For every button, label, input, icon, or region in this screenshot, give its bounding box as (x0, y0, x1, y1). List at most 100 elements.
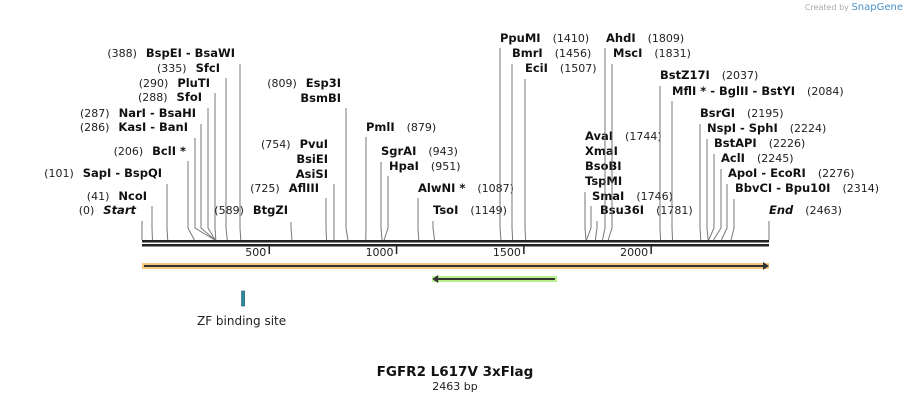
snapgene-credit: Created by SnapGene (804, 2, 903, 13)
enzyme-label[interactable]: (41) NcoI (87, 189, 147, 203)
enzyme-label[interactable]: (0) Start (79, 203, 137, 217)
cut-site-line (499, 48, 502, 241)
enzyme-label[interactable]: BsmBI (300, 91, 341, 105)
cut-site-line (225, 78, 228, 241)
enzyme-label[interactable]: PmlI (879) (366, 120, 436, 134)
enzyme-site-sfoi: (288) SfoI (138, 90, 216, 241)
enzyme-site-alwni: AlwNI * (1087) (417, 181, 514, 241)
enzyme-label[interactable]: (725) AflIII (250, 181, 319, 195)
enzyme-label[interactable]: BstAPI (2226) (714, 136, 805, 150)
enzyme-label[interactable]: BstZ17I (2037) (660, 68, 758, 82)
cut-site-line (166, 184, 169, 241)
enzyme-label[interactable]: NspI - SphI (2224) (707, 121, 826, 135)
arrow-head-icon (763, 262, 769, 270)
enzyme-label[interactable]: AhdI (1809) (606, 31, 684, 45)
enzyme-label[interactable]: AsiSI (296, 167, 328, 181)
cut-site-line (730, 199, 735, 241)
enzyme-label[interactable]: SmaI (1746) (592, 189, 673, 203)
cut-site-line (383, 176, 389, 241)
enzyme-label[interactable]: (290) PluTI (139, 76, 210, 90)
enzyme-label[interactable]: (335) SfcI (157, 61, 220, 75)
zf-binding-site-marker (241, 290, 245, 307)
enzyme-site-bsu36i: Bsu36I (1781) (594, 203, 693, 241)
arrow-head-icon (432, 275, 439, 283)
enzyme-site-apoi: ApoI - EcoRI (2276) (720, 166, 854, 241)
enzyme-label[interactable]: End (2463) (769, 203, 842, 217)
enzyme-label[interactable]: BsiEI (296, 152, 328, 166)
enzyme-site-tsoi: TsoI (1149) (432, 203, 507, 241)
enzyme-site-bmri: BmrI (1456) (511, 46, 591, 241)
enzyme-label[interactable]: BsoBI (585, 159, 622, 173)
cut-site-line (207, 108, 216, 241)
enzyme-site-pluti: (290) PluTI (139, 76, 217, 241)
zf-binding-site-label: ZF binding site (197, 314, 286, 328)
enzyme-site-bcli: (206) BclI * (114, 144, 195, 241)
enzyme-site-bsrgi: BsrGI (2195) (699, 106, 784, 241)
cut-site-line (194, 138, 216, 241)
enzyme-site-btgzi: (589) BtgZI (214, 203, 293, 241)
cut-site-line (584, 192, 587, 241)
enzyme-label[interactable]: PpuMI (1410) (500, 31, 589, 45)
cut-site-line (417, 198, 420, 241)
enzyme-site-end: End (2463) (768, 203, 842, 240)
enzyme-site-ahdi: AhdI (1809) (602, 31, 684, 241)
enzyme-site-sapi: (101) SapI - BspQI (44, 166, 169, 241)
scale-tick-label: 1500 (493, 246, 521, 259)
enzyme-label[interactable]: (101) SapI - BspQI (44, 166, 162, 180)
enzyme-label[interactable]: EciI (1507) (525, 61, 596, 75)
enzyme-label[interactable]: (288) SfoI (138, 90, 202, 104)
enzyme-label[interactable]: HpaI (951) (389, 159, 461, 173)
enzyme-label[interactable]: (388) BspEI - BsaWI (107, 46, 235, 60)
enzyme-label[interactable]: AlwNI * (1087) (418, 181, 514, 195)
cut-site-line (511, 64, 514, 241)
cut-site-line (659, 86, 662, 241)
map-title: FGFR2 L617V 3xFlag (377, 364, 534, 380)
enzyme-site-start: (0) Start (79, 203, 143, 240)
snapgene-logo: SnapGene (851, 2, 903, 13)
cut-site-line (187, 161, 195, 241)
enzyme-label[interactable]: (754) PvuI (261, 137, 328, 151)
enzyme-label[interactable]: BbvCI - Bpu10I (2314) (735, 181, 879, 195)
cut-site-line (720, 184, 728, 241)
enzyme-label[interactable]: (286) KasI - BanI (80, 120, 188, 134)
enzyme-site-nspi: NspI - SphI (2224) (706, 121, 826, 241)
enzyme-site-sgrai: SgrAI (943) (380, 144, 458, 241)
enzyme-label[interactable]: (206) BclI * (114, 144, 186, 158)
enzyme-site-nari: (287) NarI - BsaHI (80, 106, 216, 241)
enzyme-label[interactable]: Bsu36I (1781) (600, 203, 693, 217)
cut-site-line (200, 124, 216, 241)
cut-site-line (602, 48, 606, 241)
enzyme-site-ncoi: (41) NcoI (87, 189, 153, 241)
enzyme-label[interactable]: ApoI - EcoRI (2276) (728, 166, 854, 180)
enzyme-label[interactable]: MscI (1831) (613, 46, 691, 60)
enzyme-site-ecii: EciI (1507) (524, 61, 596, 241)
scale-tick-label: 500 (245, 246, 266, 259)
enzyme-label[interactable]: TspMI (585, 174, 622, 188)
enzyme-label[interactable]: TsoI (1149) (433, 203, 507, 217)
enzyme-label[interactable]: (809) Esp3I (267, 76, 341, 90)
enzyme-label[interactable]: BmrI (1456) (512, 46, 591, 60)
backbone-top (142, 240, 769, 243)
enzyme-site-ppumi: PpuMI (1410) (499, 31, 589, 241)
enzyme-site-sfci: (335) SfcI (157, 61, 228, 241)
enzyme-site-afliii: (725) AflIII (250, 181, 328, 241)
enzyme-label[interactable]: MflI * - BglII - BstYI (2084) (672, 84, 844, 98)
cut-site-line (345, 108, 349, 241)
enzyme-label[interactable]: AvaI (1744) (585, 129, 662, 143)
enzyme-label[interactable]: (589) BtgZI (214, 203, 288, 217)
cut-site-line (699, 124, 702, 241)
cut-site-line (586, 206, 592, 241)
enzyme-label[interactable]: SgrAI (943) (381, 144, 458, 158)
backbone-bottom (142, 244, 769, 247)
enzyme-label[interactable]: XmaI (585, 144, 618, 158)
enzyme-site-bstz17i: BstZ17I (2037) (659, 68, 758, 241)
enzyme-site-acli: AclI (2245) (713, 151, 794, 241)
enzyme-label[interactable]: AclI (2245) (721, 151, 794, 165)
cut-site-line (594, 221, 598, 241)
cut-site-line (239, 64, 242, 241)
enzyme-label[interactable]: BsrGI (2195) (700, 106, 784, 120)
enzyme-label[interactable]: (287) NarI - BsaHI (80, 106, 196, 120)
enzyme-site-kasi: (286) KasI - BanI (80, 120, 216, 241)
